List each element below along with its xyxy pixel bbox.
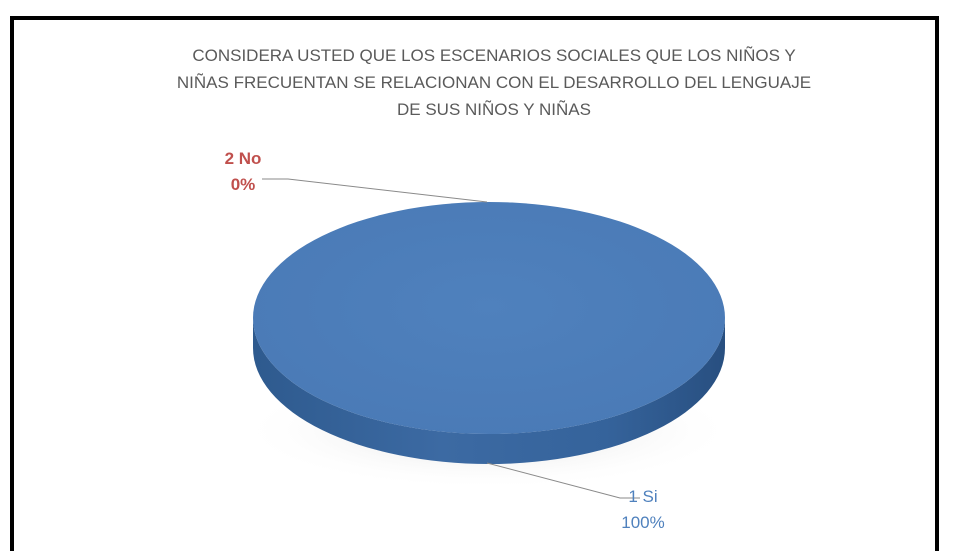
chart-title-line-1: CONSIDERA USTED QUE LOS ESCENARIOS SOCIA… bbox=[192, 46, 796, 65]
slice-label-no-name: 2 No bbox=[224, 149, 262, 168]
chart-title-line-2: NIÑAS FRECUENTAN SE RELACIONAN CON EL DE… bbox=[176, 73, 812, 92]
pie-slice-si-side bbox=[253, 318, 725, 464]
slice-label-no: 2 No 0% bbox=[203, 146, 283, 198]
slice-label-no-percent: 0% bbox=[230, 175, 256, 194]
pie-slice-si bbox=[253, 202, 725, 434]
slice-label-si-percent: 100% bbox=[621, 513, 665, 532]
slice-label-si-name: 1 Si bbox=[628, 487, 658, 506]
chart-title: CONSIDERA USTED QUE LOS ESCENARIOS SOCIA… bbox=[114, 42, 874, 123]
leader-line-no bbox=[262, 178, 488, 203]
slice-label-si: 1 Si 100% bbox=[598, 484, 688, 536]
leader-line-si bbox=[486, 462, 640, 499]
chart-title-line-3: DE SUS NIÑOS Y NIÑAS bbox=[397, 100, 591, 119]
